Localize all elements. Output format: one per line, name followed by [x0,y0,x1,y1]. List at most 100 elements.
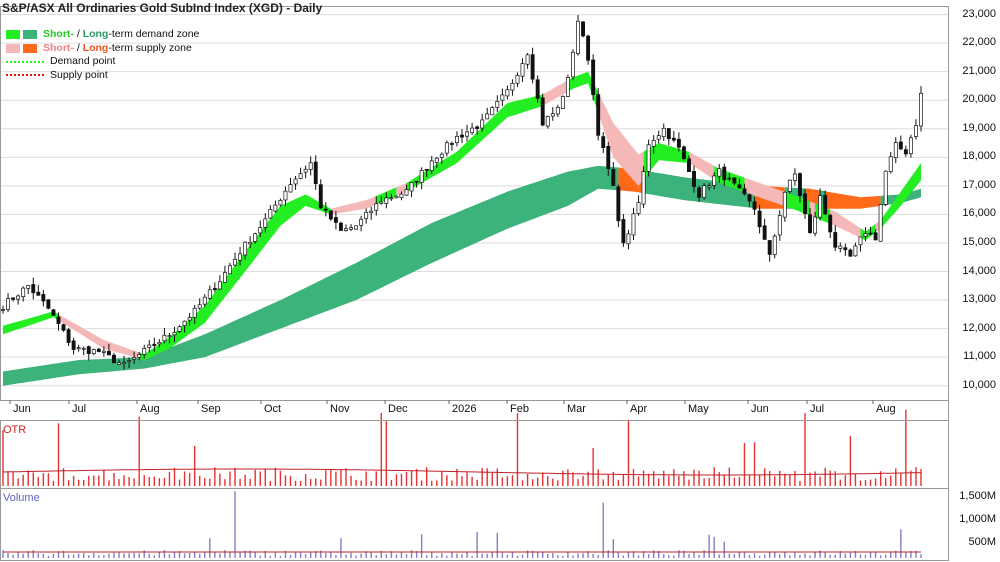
candle-body [838,245,843,249]
candle-body [717,168,722,177]
x-tick-label: Jul [810,403,825,415]
x-tick-label: Jun [13,403,31,415]
candle-body [424,169,429,171]
candle-body [323,208,328,211]
zone-segment [330,195,377,215]
candle-body [308,162,313,170]
candle-body [535,79,540,99]
candle-body [142,348,147,355]
candle-body [439,153,444,158]
candle-body [293,178,298,185]
candle-body [328,210,333,220]
candle-body [813,216,818,234]
candle-body [692,171,696,187]
candle-body [616,186,621,222]
candle-body [318,184,323,209]
candle-body [475,126,480,129]
candle-body [228,265,232,275]
candle-body [66,329,71,343]
y-tick-label: 22,000 [962,36,996,49]
candle-body [31,284,36,294]
candle-body [707,185,712,188]
candle-body [278,199,283,206]
candle-body [414,180,419,183]
candle-body [808,214,812,234]
candle-body [222,272,227,283]
otr-panel-label: OTR [3,424,27,436]
candle-body [883,170,888,205]
candle-body [505,89,510,97]
y-tick-label: 20,000 [962,93,996,106]
x-tick-label: Apr [630,403,648,415]
candle-body [1,309,5,311]
legend-swatch-long-supply [23,43,37,53]
candle-body [666,128,671,140]
candle-body [782,191,787,218]
candle-body [409,182,414,192]
candle-body [873,232,878,241]
candle-body [787,179,792,192]
candle-body [333,217,338,223]
candle-body [248,241,253,245]
y-tick-label: 21,000 [962,64,996,77]
candle-body [671,137,676,141]
candle-body [238,253,243,261]
y-tick-label: 15,000 [962,235,996,248]
candle-body [661,127,666,138]
candle-body [283,190,288,201]
candle-body [626,233,631,245]
candle-body [233,258,237,266]
chart-title: S&P/ASX All Ordinaries Gold SubInd Index… [2,1,323,15]
candle-body [878,204,883,242]
candle-body [132,357,137,360]
otr-bars [2,409,922,486]
candle-body [419,170,424,183]
candle-body [727,177,732,180]
legend-swatch-long-demand [23,30,37,40]
y-tick-label: 13,000 [962,293,996,306]
candle-body [253,233,258,242]
candle-body [137,354,142,358]
candle-body [858,236,863,246]
candle-body [687,158,691,172]
candle-body [581,21,586,37]
y-tick-label: 14,000 [962,264,996,277]
candle-body [243,241,248,256]
candle-body [510,82,515,91]
candle-body [344,228,348,232]
candle-body [434,157,439,163]
candle-body [555,107,560,115]
legend-demand-point: Demand point [6,55,199,69]
legend-demand-zone: Short- / Long-term demand zone [6,28,199,42]
candle-body [797,173,802,196]
candle-body [46,299,51,309]
candle-body [656,135,661,140]
candle-body [369,210,374,214]
zone-segment [598,92,644,186]
candle-body [217,281,222,290]
candle-body [908,137,913,154]
candle-body [712,175,717,186]
candle-body [888,156,893,172]
zone-segment [744,177,785,207]
legend-swatch-short-supply [6,43,20,53]
candle-body [56,316,61,324]
candle-body [919,92,923,127]
zone-segment [396,183,407,196]
y-tick-label: 10,000 [962,378,996,391]
candle-body [571,51,575,78]
candle-body [101,350,106,353]
candle-body [697,187,702,198]
candle-body [192,307,197,318]
x-tick-label: 2026 [452,403,477,415]
zone-segment [3,165,619,386]
candle-body [490,107,495,116]
legend-demand-text: Short- / Long-term demand zone [43,28,200,40]
candle-body [197,304,202,309]
candle-body [485,113,490,120]
candle-body [112,354,116,364]
candle-body [681,146,686,159]
candle-body [515,74,520,84]
candle-body [96,348,101,353]
candle-body [470,127,475,134]
